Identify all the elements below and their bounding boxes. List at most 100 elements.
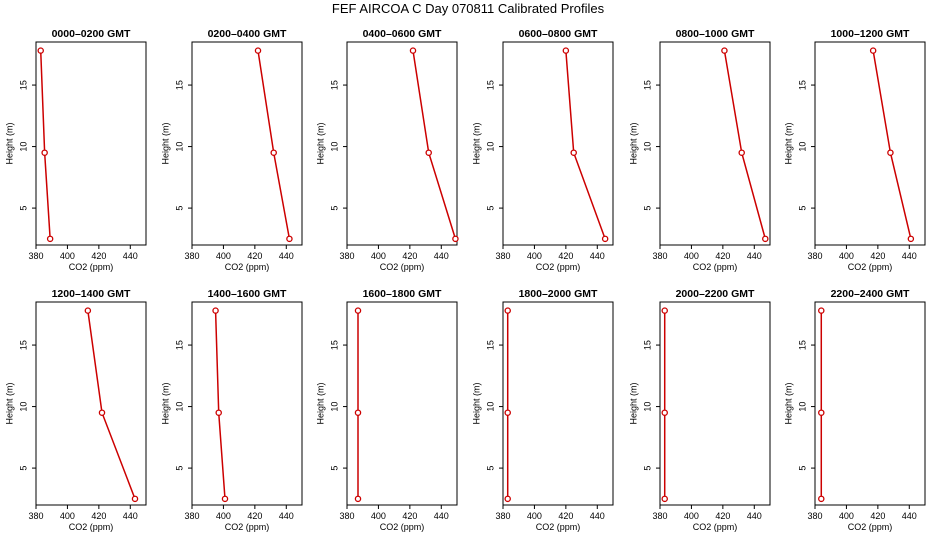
chart-title: 2000–2200 GMT <box>676 288 755 300</box>
y-tick-label: 15 <box>642 80 652 90</box>
chart-title: 0000–0200 GMT <box>52 28 131 40</box>
x-tick-label: 440 <box>902 511 917 521</box>
chart-title: 1800–2000 GMT <box>519 288 598 300</box>
y-axis-label: Height (m) <box>315 382 325 424</box>
x-tick-label: 400 <box>684 251 699 261</box>
x-axis-label: CO2 (ppm) <box>225 522 270 532</box>
x-tick-label: 440 <box>590 251 605 261</box>
profile-point <box>570 149 577 156</box>
profile-point <box>504 307 511 314</box>
profile-point <box>504 409 511 416</box>
y-tick-label: 10 <box>174 402 184 412</box>
plot-frame <box>35 41 147 246</box>
profile-point <box>907 235 915 243</box>
y-tick-label: 10 <box>642 402 652 412</box>
y-tick-label: 10 <box>485 142 495 152</box>
page-title: FEF AIRCOA C Day 070811 Calibrated Profi… <box>331 1 605 16</box>
profile-line <box>87 310 136 500</box>
y-tick-label: 5 <box>642 466 652 471</box>
x-tick-label: 400 <box>527 511 542 521</box>
chart-panel: 1200–1400 GMT 380 400 420 440 CO2 (ppm) 5 10 15 H… <box>4 288 147 532</box>
chart-title: 1400–1600 GMT <box>208 288 287 300</box>
y-tick-label: 5 <box>18 466 28 471</box>
profile-line <box>257 50 291 239</box>
profile-point <box>286 235 293 243</box>
chart-panel: 1400–1600 GMT 380 400 420 440 CO2 (ppm) 5 10 15 H… <box>160 288 303 532</box>
profile-point <box>270 149 277 156</box>
profile-point <box>98 409 106 416</box>
x-tick-label: 380 <box>495 251 510 261</box>
profile-point <box>41 149 48 156</box>
chart-panel: 2000–2200 GMT 380 400 420 440 CO2 (ppm) 5 10 15 H… <box>628 288 771 532</box>
y-axis-label: Height (m) <box>315 122 325 164</box>
plot-frame <box>502 301 614 506</box>
plot-frame <box>35 301 147 506</box>
x-tick-label: 440 <box>123 511 138 521</box>
x-axis-label: CO2 (ppm) <box>848 262 893 272</box>
y-tick-label: 5 <box>329 466 339 471</box>
profile-point <box>212 307 219 314</box>
x-axis-label: CO2 (ppm) <box>225 262 270 272</box>
y-axis-label: Height (m) <box>471 122 481 164</box>
x-tick-label: 380 <box>184 511 199 521</box>
profile-point <box>409 47 417 54</box>
profile-point <box>84 307 92 314</box>
chart-panel: 1600–1800 GMT 380 400 420 440 CO2 (ppm) 5 10 15 H… <box>315 288 458 532</box>
x-tick-label: 440 <box>279 251 294 261</box>
chart-title: 1600–1800 GMT <box>363 288 442 300</box>
y-tick-label: 15 <box>174 340 184 350</box>
y-tick-label: 5 <box>329 206 339 211</box>
plot-frame <box>191 41 303 246</box>
y-axis-label: Height (m) <box>783 382 793 424</box>
profile-line <box>723 50 767 240</box>
profile-point <box>452 235 459 243</box>
profile-line <box>214 310 226 499</box>
x-tick-label: 400 <box>216 251 231 261</box>
profile-point <box>37 47 44 54</box>
chart-title: 0200–0400 GMT <box>208 28 287 40</box>
x-tick-label: 420 <box>247 251 262 261</box>
x-axis-label: CO2 (ppm) <box>380 522 425 532</box>
x-tick-label: 400 <box>60 251 75 261</box>
x-tick-label: 420 <box>870 511 885 521</box>
x-axis-label: CO2 (ppm) <box>693 522 738 532</box>
profile-line <box>39 50 51 239</box>
y-axis-label: Height (m) <box>783 122 793 164</box>
x-tick-label: 420 <box>715 511 730 521</box>
x-tick-label: 400 <box>371 251 386 261</box>
plot-frame <box>659 41 771 246</box>
x-tick-label: 440 <box>434 511 449 521</box>
y-axis-label: Height (m) <box>160 382 170 424</box>
y-tick-label: 15 <box>18 80 28 90</box>
profile-point <box>354 409 362 416</box>
plot-frame <box>814 41 926 246</box>
x-axis-label: CO2 (ppm) <box>380 262 425 272</box>
chart-panel: 0800–1000 GMT 380 400 420 440 CO2 (ppm) 5 10 15 H… <box>628 28 771 272</box>
x-tick-label: 400 <box>684 511 699 521</box>
chart-panel: 0600–0800 GMT 380 400 420 440 CO2 (ppm) 5 10 15 H… <box>471 28 614 272</box>
y-tick-label: 5 <box>174 206 184 211</box>
y-tick-label: 10 <box>329 142 339 152</box>
chart-title: 2200–2400 GMT <box>831 288 910 300</box>
x-tick-label: 400 <box>839 251 854 261</box>
x-tick-label: 420 <box>402 511 417 521</box>
x-tick-label: 420 <box>91 251 106 261</box>
x-tick-label: 380 <box>339 251 354 261</box>
profile-point <box>354 495 362 503</box>
y-tick-label: 10 <box>329 402 339 412</box>
profile-point <box>131 495 139 503</box>
profile-point <box>254 47 262 54</box>
x-tick-label: 420 <box>715 251 730 261</box>
x-tick-label: 440 <box>434 251 449 261</box>
y-tick-label: 15 <box>797 80 807 90</box>
x-tick-label: 400 <box>527 251 542 261</box>
x-tick-label: 380 <box>652 511 667 521</box>
x-tick-label: 400 <box>216 511 231 521</box>
y-axis-label: Height (m) <box>4 382 14 424</box>
y-tick-label: 15 <box>485 340 495 350</box>
x-tick-label: 440 <box>747 511 762 521</box>
profile-point <box>869 47 877 54</box>
y-tick-label: 5 <box>797 206 807 211</box>
plot-frame <box>502 41 614 246</box>
